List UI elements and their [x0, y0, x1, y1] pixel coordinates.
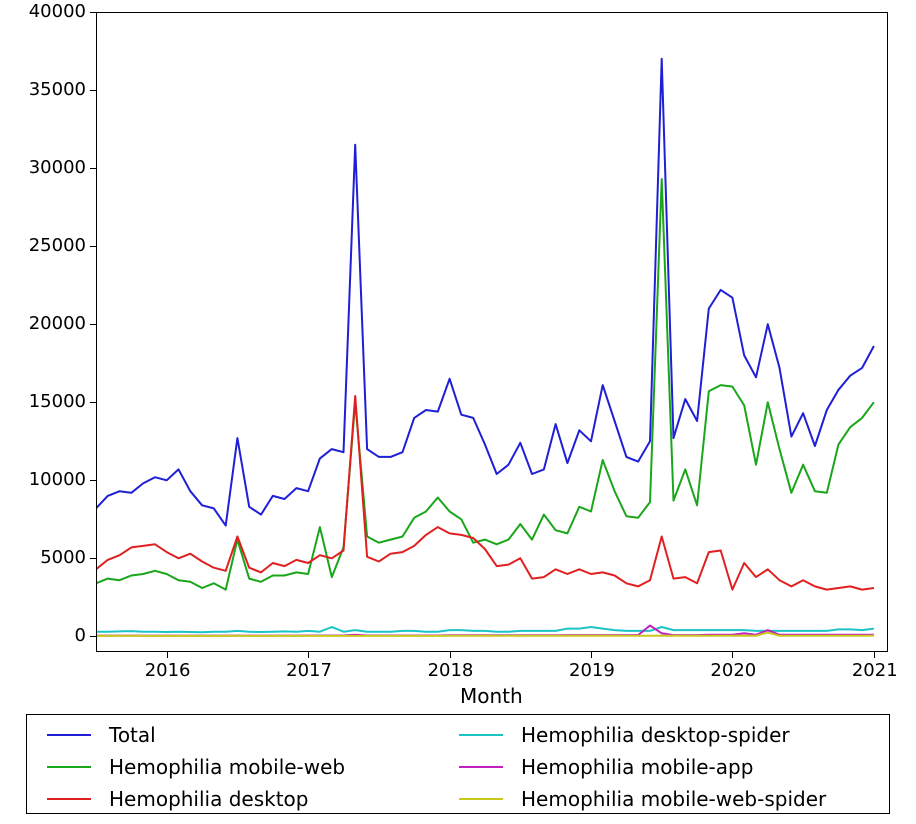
x-tick-label: 2019 — [569, 660, 615, 681]
legend-column-2: Hemophilia desktop-spider Hemophilia mobi… — [459, 719, 826, 815]
legend-label: Total — [109, 723, 156, 747]
y-tick — [90, 402, 96, 403]
y-tick-label: 15000 — [29, 391, 86, 412]
legend: Total Hemophilia mobile-web Hemophilia des… — [26, 714, 890, 814]
legend-item: Hemophilia desktop-spider — [459, 719, 826, 751]
x-tick-label: 2020 — [710, 660, 756, 681]
series-line — [96, 627, 874, 632]
legend-swatch — [459, 734, 503, 736]
x-axis-label: Month — [460, 684, 523, 708]
y-tick — [90, 168, 96, 169]
y-tick-label: 30000 — [29, 157, 86, 178]
x-tick — [732, 652, 733, 658]
legend-label: Hemophilia desktop-spider — [521, 723, 790, 747]
y-tick — [90, 636, 96, 637]
legend-swatch — [47, 798, 91, 800]
y-tick — [90, 12, 96, 13]
legend-item: Hemophilia desktop — [47, 783, 345, 815]
legend-column-1: Total Hemophilia mobile-web Hemophilia des… — [47, 719, 345, 815]
x-tick-label: 2021 — [852, 660, 898, 681]
y-tick-label: 35000 — [29, 79, 86, 100]
figure: 2016 2017 2018 2019 2020 2021 0 5000 10000 15000… — [0, 0, 916, 824]
x-tick — [308, 652, 309, 658]
legend-item: Hemophilia mobile-app — [459, 751, 826, 783]
x-tick-label: 2016 — [145, 660, 191, 681]
y-tick-label: 40000 — [29, 1, 86, 22]
legend-swatch — [47, 734, 91, 736]
legend-label: Hemophilia mobile-web — [109, 755, 345, 779]
x-tick — [591, 652, 592, 658]
y-tick — [90, 480, 96, 481]
legend-label: Hemophilia mobile-app — [521, 755, 753, 779]
axis-spine-bottom — [96, 651, 888, 652]
y-tick — [90, 558, 96, 559]
y-tick — [90, 324, 96, 325]
series-line — [96, 179, 874, 590]
x-tick — [167, 652, 168, 658]
axis-spine-left — [96, 12, 97, 652]
y-tick-label: 5000 — [40, 547, 86, 568]
y-tick — [90, 90, 96, 91]
plot-area — [96, 12, 888, 652]
legend-label: Hemophilia mobile-web-spider — [521, 787, 826, 811]
axis-spine-top — [96, 12, 888, 13]
legend-item: Hemophilia mobile-web-spider — [459, 783, 826, 815]
y-tick — [90, 246, 96, 247]
lines-svg — [96, 12, 888, 652]
y-tick-label: 10000 — [29, 469, 86, 490]
axis-spine-right — [887, 12, 888, 652]
x-tick-label: 2018 — [428, 660, 474, 681]
y-tick-label: 20000 — [29, 313, 86, 334]
legend-swatch — [459, 798, 503, 800]
legend-swatch — [47, 766, 91, 768]
x-tick — [450, 652, 451, 658]
legend-item: Total — [47, 719, 345, 751]
legend-label: Hemophilia desktop — [109, 787, 309, 811]
series-line — [96, 396, 874, 590]
y-tick-label: 0 — [75, 625, 86, 646]
y-tick-label: 25000 — [29, 235, 86, 256]
legend-item: Hemophilia mobile-web — [47, 751, 345, 783]
x-tick — [874, 652, 875, 658]
x-tick-label: 2017 — [286, 660, 332, 681]
legend-swatch — [459, 766, 503, 768]
